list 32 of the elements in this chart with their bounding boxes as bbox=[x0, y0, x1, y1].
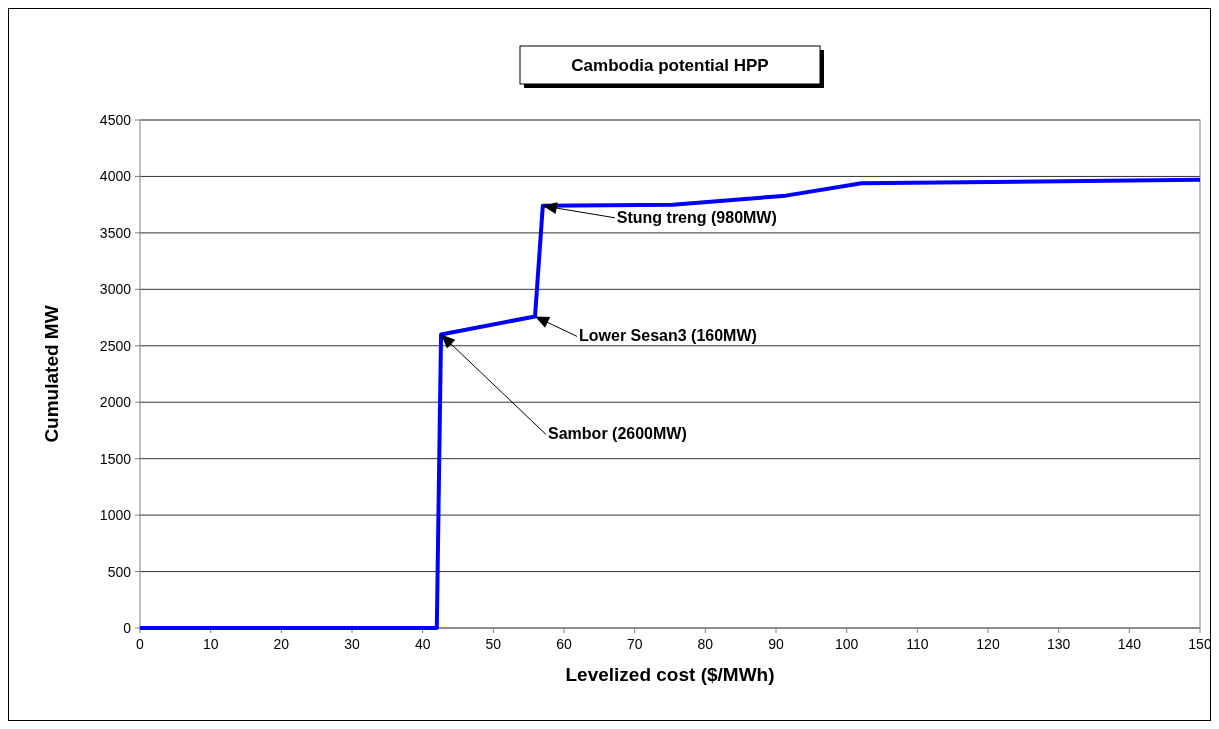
x-tick-label: 10 bbox=[202, 636, 219, 652]
x-tick-label: 60 bbox=[556, 636, 572, 652]
y-tick-label: 2500 bbox=[99, 337, 132, 354]
y-tick-label: 1000 bbox=[99, 507, 132, 524]
x-tick-label: 80 bbox=[697, 636, 714, 652]
x-tick-label: 100 bbox=[834, 636, 859, 652]
line-series bbox=[138, 177, 1202, 630]
x-axis-title: Levelized cost ($/MWh) bbox=[565, 664, 775, 685]
y-tick-label: 2000 bbox=[99, 394, 132, 411]
y-tick-label: 3000 bbox=[99, 281, 132, 298]
x-tick-label: 90 bbox=[768, 636, 784, 652]
x-tick-label: 70 bbox=[626, 636, 643, 652]
x-tick-label: 110 bbox=[906, 636, 929, 652]
x-tick-label: 40 bbox=[414, 636, 431, 652]
y-tick-label: 1500 bbox=[99, 450, 132, 467]
annotation: Lower Sesan3 (160MW) bbox=[579, 327, 757, 345]
y-tick-label: 3500 bbox=[99, 224, 132, 241]
chart-title: Cambodia potential HPP bbox=[571, 56, 769, 75]
annotation: Stung treng (980MW) bbox=[616, 208, 777, 226]
x-tick-label: 30 bbox=[344, 636, 360, 652]
annotation: Sambor (2600MW) bbox=[548, 425, 687, 443]
y-tick-label: 0 bbox=[123, 620, 132, 636]
x-tick-label: 20 bbox=[273, 636, 290, 652]
x-tick-label: 130 bbox=[1046, 636, 1071, 652]
x-tick-label: 120 bbox=[976, 636, 1000, 652]
x-tick-label: 50 bbox=[485, 636, 502, 652]
y-tick-label: 4000 bbox=[99, 168, 132, 185]
y-tick-label: 500 bbox=[107, 563, 132, 580]
y-axis-title: Cumulated MW bbox=[41, 305, 62, 443]
x-tick-label: 140 bbox=[1117, 636, 1142, 652]
y-tick-label: 4500 bbox=[99, 112, 132, 128]
x-tick-label: 0 bbox=[136, 636, 145, 652]
